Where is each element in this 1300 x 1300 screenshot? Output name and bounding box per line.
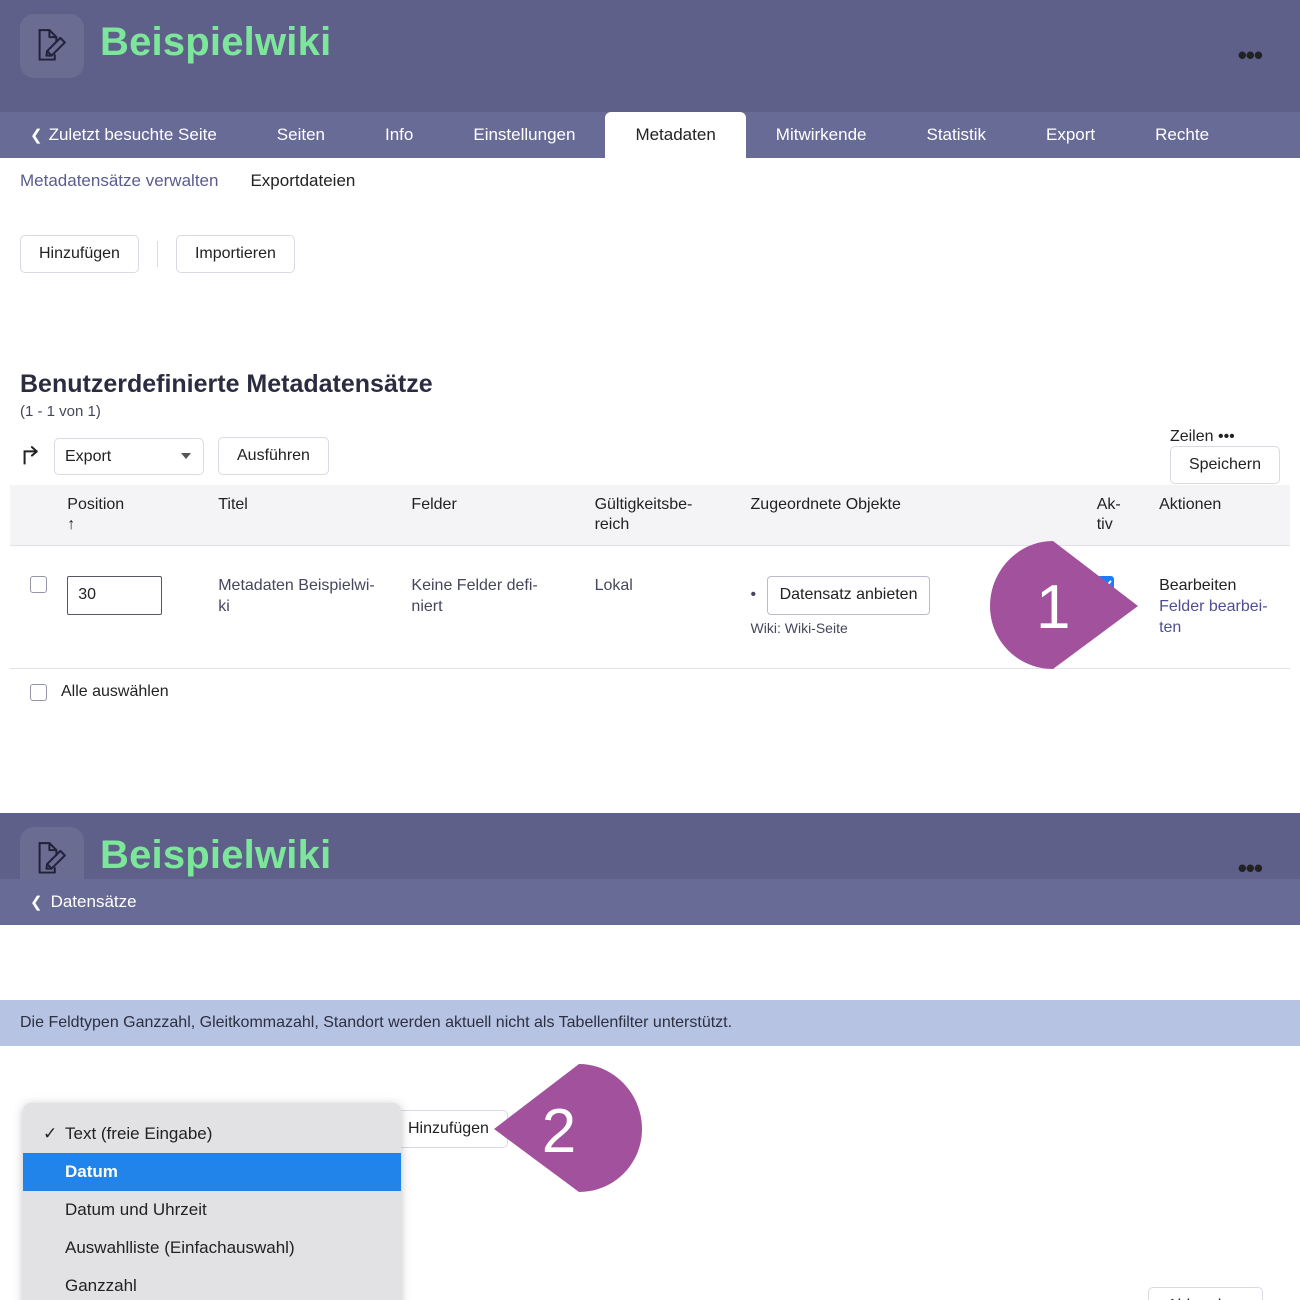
svg-text:1: 1 bbox=[1036, 573, 1070, 642]
